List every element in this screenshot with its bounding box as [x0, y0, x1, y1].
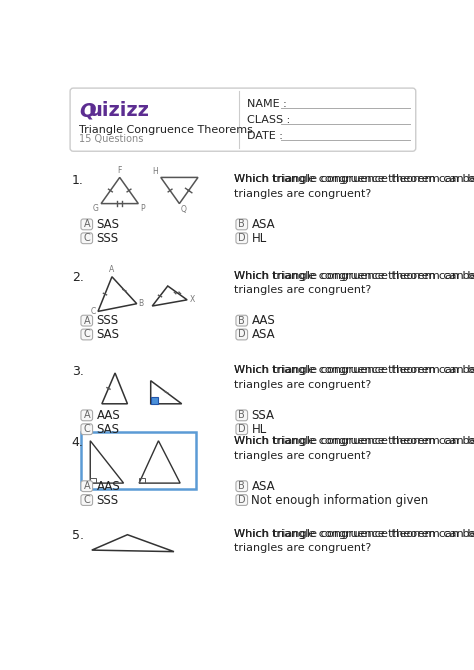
Text: CLASS :: CLASS :	[247, 115, 290, 125]
Text: A: A	[83, 410, 90, 420]
FancyBboxPatch shape	[236, 410, 247, 421]
Text: B: B	[138, 299, 144, 308]
FancyBboxPatch shape	[81, 494, 92, 505]
FancyBboxPatch shape	[81, 233, 92, 244]
Text: F: F	[118, 166, 122, 175]
Text: uizizz: uizizz	[89, 101, 150, 120]
FancyBboxPatch shape	[81, 219, 92, 230]
Text: SAS: SAS	[96, 423, 119, 436]
FancyBboxPatch shape	[81, 329, 92, 340]
Text: DATE :: DATE :	[247, 131, 283, 141]
FancyBboxPatch shape	[81, 481, 92, 492]
Text: C: C	[83, 424, 90, 434]
Text: HL: HL	[251, 232, 267, 245]
Text: H: H	[153, 167, 158, 176]
Text: SAS: SAS	[96, 328, 119, 341]
FancyBboxPatch shape	[81, 316, 92, 326]
Text: D: D	[238, 233, 246, 243]
FancyBboxPatch shape	[236, 481, 247, 492]
FancyBboxPatch shape	[70, 88, 416, 151]
Text: A: A	[83, 316, 90, 326]
Text: ASA: ASA	[251, 218, 275, 231]
Text: 2.: 2.	[72, 271, 83, 283]
Polygon shape	[151, 397, 158, 404]
Text: Which triangle congruence theorem can be used to prove the
triangles are congrue: Which triangle congruence theorem can be…	[234, 365, 474, 390]
Text: HL: HL	[251, 423, 267, 436]
Text: ASA: ASA	[251, 480, 275, 492]
Text: C: C	[91, 307, 96, 316]
Text: C: C	[83, 330, 90, 340]
Text: A: A	[83, 481, 90, 491]
Text: Q: Q	[180, 205, 186, 214]
FancyBboxPatch shape	[81, 424, 92, 435]
Text: Which triangle congruence theorem can be used to prove the
triangles are congrue: Which triangle congruence theorem can be…	[234, 529, 474, 553]
Text: C: C	[83, 495, 90, 505]
Text: 1.: 1.	[72, 174, 83, 188]
Text: 3.: 3.	[72, 365, 83, 379]
Text: P: P	[140, 204, 145, 213]
Text: Which triangle congruence theorem can be used to prove the
triangles are congrue: Which triangle congruence theorem can be…	[234, 271, 474, 295]
FancyBboxPatch shape	[81, 410, 92, 421]
Text: Which triangle congruence theorem can be used to prove the triangles are congrue: Which triangle congruence theorem can be…	[234, 529, 474, 539]
Text: C: C	[83, 233, 90, 243]
Text: AAS: AAS	[96, 409, 120, 422]
FancyBboxPatch shape	[236, 424, 247, 435]
Text: Which triangle congruence theorem can be used to prove the triangles are congrue: Which triangle congruence theorem can be…	[234, 174, 474, 184]
Text: Which triangle congruence theorem can be used to prove the
triangles are congrue: Which triangle congruence theorem can be…	[234, 436, 474, 461]
FancyBboxPatch shape	[236, 219, 247, 230]
Text: A: A	[109, 265, 115, 273]
Text: SSS: SSS	[96, 314, 118, 327]
Text: Q: Q	[80, 101, 96, 120]
Text: SSA: SSA	[251, 409, 274, 422]
Text: SSS: SSS	[96, 232, 118, 245]
Text: ASA: ASA	[251, 328, 275, 341]
Text: Which triangle congruence theorem can be used to prove the triangles are congrue: Which triangle congruence theorem can be…	[234, 365, 474, 375]
Text: Not enough information given: Not enough information given	[251, 494, 428, 507]
FancyBboxPatch shape	[236, 316, 247, 326]
Text: AAS: AAS	[96, 480, 120, 492]
Text: NAME :: NAME :	[247, 99, 287, 109]
Text: 5.: 5.	[72, 529, 83, 541]
Text: 4.: 4.	[72, 436, 83, 449]
Bar	[81, 431, 196, 489]
Text: Which triangle congruence theorem can be used to prove the triangles are congrue: Which triangle congruence theorem can be…	[234, 271, 474, 281]
Text: B: B	[238, 481, 245, 491]
Text: D: D	[238, 424, 246, 434]
Text: SSS: SSS	[96, 494, 118, 507]
Text: Which triangle congruence theorem can be used to prove the triangles are congrue: Which triangle congruence theorem can be…	[234, 436, 474, 446]
Text: B: B	[238, 410, 245, 420]
Text: X: X	[190, 295, 195, 304]
Text: AAS: AAS	[251, 314, 275, 327]
FancyBboxPatch shape	[236, 233, 247, 244]
Text: D: D	[238, 330, 246, 340]
Text: Triangle Congruence Theorems: Triangle Congruence Theorems	[80, 125, 253, 135]
FancyBboxPatch shape	[236, 494, 247, 505]
Text: Which triangle congruence theorem can be used to prove the
triangles are congrue: Which triangle congruence theorem can be…	[234, 174, 474, 199]
FancyBboxPatch shape	[236, 329, 247, 340]
Text: 15 Questions: 15 Questions	[80, 134, 144, 144]
Text: SAS: SAS	[96, 218, 119, 231]
Text: A: A	[83, 219, 90, 229]
Text: B: B	[238, 219, 245, 229]
Text: B: B	[238, 316, 245, 326]
Text: D: D	[238, 495, 246, 505]
Text: G: G	[93, 204, 99, 213]
